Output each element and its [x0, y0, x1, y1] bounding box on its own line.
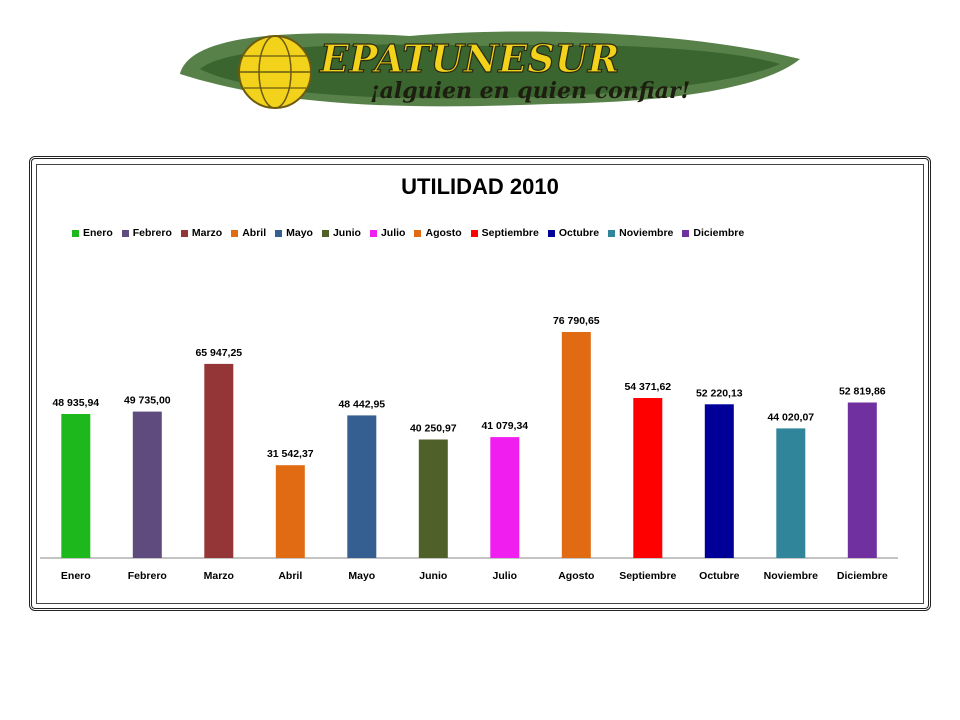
legend-label: Mayo [286, 227, 313, 239]
bar-enero [61, 414, 91, 558]
legend-item-diciembre: Diciembre [682, 227, 744, 239]
logo-graphic: EPATUNESUR ¡alguien en quien confiar! [180, 31, 800, 109]
chart-title: UTILIDAD 2010 [401, 174, 559, 199]
legend-item-junio: Junio [321, 227, 361, 239]
legend-label: Septiembre [481, 227, 539, 239]
x-tick-label-mayo: Mayo [348, 570, 375, 582]
legend-swatch [682, 229, 690, 237]
legend-label: Febrero [132, 227, 172, 239]
legend-swatch [547, 229, 555, 237]
data-label-enero: 48 935,94 [52, 397, 99, 409]
chart-legend: Enero Febrero Marzo Abril Mayo Junio Julio Agos… [72, 226, 753, 240]
legend-item-septiembre: Septiembre [470, 227, 539, 239]
bar-mayo [347, 415, 377, 558]
bar-febrero [132, 411, 162, 558]
x-tick-label-septiembre: Septiembre [619, 570, 676, 582]
bar-octubre [704, 404, 734, 558]
legend-item-octubre: Octubre [547, 227, 600, 239]
data-label-octubre: 52 220,13 [696, 387, 743, 399]
data-label-junio: 40 250,97 [410, 423, 457, 435]
legend-label: Junio [332, 227, 361, 239]
legend-label: Noviembre [619, 227, 674, 239]
bar-abril [275, 465, 305, 558]
data-label-diciembre: 52 819,86 [839, 386, 886, 398]
logo-brand-text: EPATUNESUR [319, 36, 619, 81]
legend-item-marzo: Marzo [180, 227, 223, 239]
x-tick-label-julio: Julio [493, 570, 518, 582]
x-tick-label-febrero: Febrero [128, 570, 167, 582]
x-tick-label-enero: Enero [61, 570, 91, 582]
legend-swatch [414, 229, 422, 237]
legend-swatch [369, 229, 377, 237]
x-tick-label-agosto: Agosto [558, 570, 594, 582]
bar-septiembre [633, 398, 663, 558]
data-label-abril: 31 542,37 [267, 448, 314, 460]
legend-swatch [121, 229, 129, 237]
bar-noviembre [776, 428, 806, 558]
legend-item-noviembre: Noviembre [608, 227, 673, 239]
bar-agosto [561, 332, 591, 558]
legend-label: Octubre [558, 227, 600, 239]
x-tick-label-abril: Abril [278, 570, 302, 582]
legend-label: Diciembre [693, 227, 745, 239]
chart-frame-inner [36, 164, 924, 604]
legend-label: Marzo [191, 227, 223, 239]
legend-item-julio: Julio [369, 227, 406, 239]
data-label-febrero: 49 735,00 [124, 395, 171, 407]
legend-swatch [180, 229, 188, 237]
company-logo: EPATUNESUR ¡alguien en quien confiar! [170, 14, 810, 114]
x-tick-label-diciembre: Diciembre [837, 570, 888, 582]
legend-item-abril: Abril [231, 227, 266, 239]
data-label-mayo: 48 442,95 [338, 398, 385, 410]
bar-diciembre [847, 402, 877, 558]
legend-label: Enero [83, 227, 113, 239]
legend-label: Julio [380, 227, 406, 239]
legend-swatch [231, 229, 239, 237]
legend-label: Agosto [425, 227, 462, 239]
legend-item-agosto: Agosto [414, 227, 462, 239]
legend-item-febrero: Febrero [121, 227, 172, 239]
legend-swatch [470, 229, 478, 237]
bar-julio [490, 437, 520, 558]
legend-swatch [275, 229, 283, 237]
data-label-agosto: 76 790,65 [553, 315, 600, 327]
data-label-julio: 41 079,34 [481, 420, 528, 432]
x-tick-label-junio: Junio [419, 570, 447, 582]
bar-junio [418, 439, 448, 558]
data-label-noviembre: 44 020,07 [767, 411, 814, 423]
x-tick-label-marzo: Marzo [204, 570, 234, 582]
data-label-marzo: 65 947,25 [195, 347, 242, 359]
legend-item-mayo: Mayo [275, 227, 313, 239]
legend-swatch [608, 229, 616, 237]
bar-marzo [204, 363, 234, 558]
legend-swatch [321, 229, 329, 237]
data-label-septiembre: 54 371,62 [624, 381, 671, 393]
logo-slogan-text: ¡alguien en quien confiar! [370, 78, 690, 104]
legend-label: Abril [242, 227, 267, 239]
legend-item-enero: Enero [72, 227, 113, 239]
x-tick-label-octubre: Octubre [699, 570, 739, 582]
legend-swatch [72, 229, 79, 237]
chart-frame-outer [29, 156, 931, 611]
x-tick-label-noviembre: Noviembre [764, 570, 818, 582]
